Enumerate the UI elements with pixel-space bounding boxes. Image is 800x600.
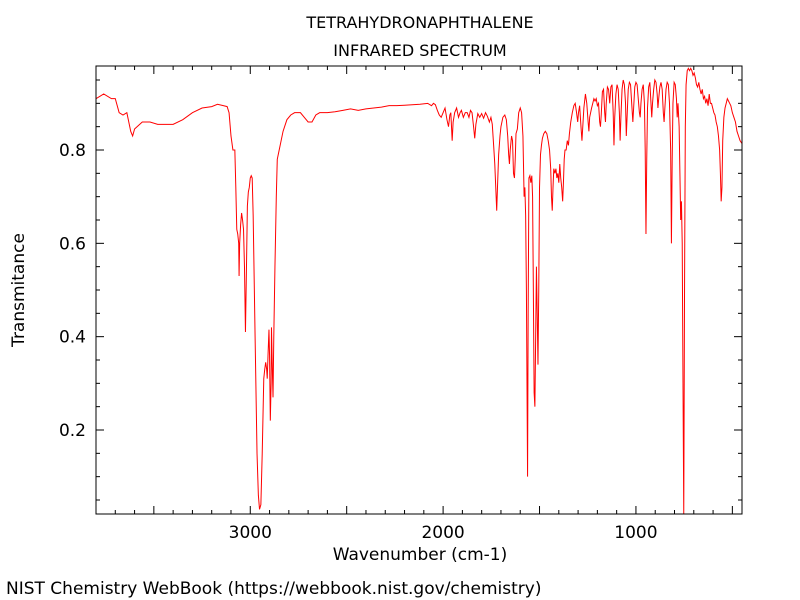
y-tick-label: 0.2 [59,421,86,441]
chart-title: TETRAHYDRONAPHTHALENE [305,13,533,32]
source-credit: NIST Chemistry WebBook (https://webbook.… [6,579,541,599]
x-tick-label: 2000 [421,523,464,543]
plot-area [95,67,743,515]
x-tick-label: 3000 [229,523,272,543]
y-axis: 0.2 0.4 0.6 0.8 [59,79,742,501]
x-tick-label: 1000 [614,523,657,543]
x-axis: 3000 2000 1000 [114,66,733,543]
spectrum-line [95,67,743,515]
y-tick-label: 0.8 [59,141,86,161]
chart-subtitle: INFRARED SPECTRUM [333,41,506,60]
y-tick-label: 0.6 [59,234,86,254]
y-axis-label: Transmitance [9,233,29,348]
y-tick-label: 0.4 [59,328,86,348]
x-axis-label: Wavenumber (cm-1) [333,545,508,565]
